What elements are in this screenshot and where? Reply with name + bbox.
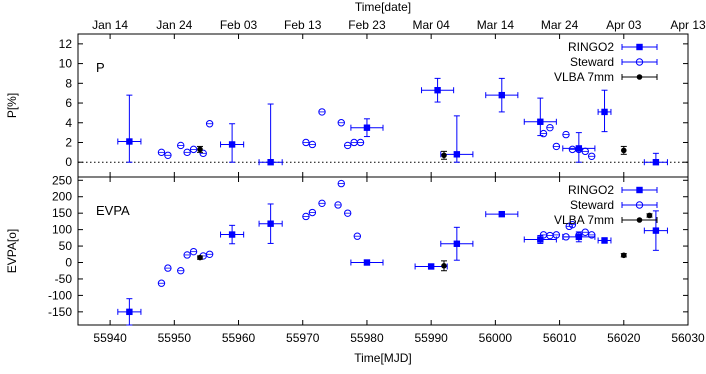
top-tick-label: Mar 14 xyxy=(477,18,515,32)
legend-label: RINGO2 xyxy=(568,40,614,54)
top-axis-label: Time[date] xyxy=(355,0,411,14)
x-tick-label: 56010 xyxy=(543,331,577,345)
y-tick-label: 10 xyxy=(59,57,73,71)
y-axis-label: EVPA[o] xyxy=(5,229,19,273)
series-steward xyxy=(157,108,596,160)
data-point xyxy=(498,210,505,218)
y-tick-label: 8 xyxy=(65,76,72,90)
data-point xyxy=(453,151,461,158)
x-tick-label: 55950 xyxy=(158,331,192,345)
data-point xyxy=(228,141,236,148)
data-point xyxy=(363,259,371,266)
top-tick-label: Feb 23 xyxy=(348,18,386,32)
data-point xyxy=(620,252,627,259)
y-axis-label: P[%] xyxy=(5,93,19,118)
plot-frame xyxy=(77,176,689,326)
data-point xyxy=(427,263,435,270)
y-tick-label: -50 xyxy=(55,272,73,286)
x-tick-label: 55940 xyxy=(93,331,127,345)
data-point xyxy=(197,146,203,153)
series-vlba-7mm xyxy=(197,145,627,160)
series-vlba-7mm xyxy=(197,212,653,272)
y-tick-label: 2 xyxy=(65,135,72,149)
data-point xyxy=(620,147,627,154)
legend-label: VLBA 7mm xyxy=(554,70,614,84)
data-point xyxy=(575,145,583,152)
x-tick-label: 55990 xyxy=(414,331,448,345)
x-tick-label: 56000 xyxy=(479,331,513,345)
top-tick-label: Apr 13 xyxy=(670,18,706,32)
top-tick-label: Apr 03 xyxy=(606,18,642,32)
data-point xyxy=(267,220,274,227)
series-ringo2 xyxy=(117,77,668,166)
data-point xyxy=(197,254,203,261)
y-tick-label: 250 xyxy=(52,173,72,187)
y-tick-label: 6 xyxy=(65,96,72,110)
data-point xyxy=(652,227,660,234)
top-tick-label: Jan 14 xyxy=(92,18,128,32)
y-tick-label: 150 xyxy=(52,206,72,220)
top-tick-label: Feb 13 xyxy=(284,18,322,32)
top-tick-label: Jan 24 xyxy=(156,18,192,32)
legend-label: VLBA 7mm xyxy=(554,213,614,227)
panel-evpa: -150 -100 -50 0 50 100 150 200 250 EVPA EVPA[o] RIN… xyxy=(5,173,689,326)
panel-label: EVPA xyxy=(96,203,130,218)
data-point xyxy=(453,240,461,247)
y-tick-label: 0 xyxy=(65,155,72,169)
data-point xyxy=(601,108,608,116)
y-tick-label: -100 xyxy=(48,288,72,302)
data-point xyxy=(363,124,371,131)
legend-label: Steward xyxy=(570,198,614,212)
data-point xyxy=(434,87,441,94)
legend-label: Steward xyxy=(570,55,614,69)
legend-marker xyxy=(636,186,643,194)
y-tick-label: 4 xyxy=(65,116,72,130)
data-point xyxy=(441,263,447,269)
data-point xyxy=(267,159,274,166)
data-point xyxy=(228,231,236,238)
data-point xyxy=(498,91,505,99)
data-point xyxy=(575,233,583,241)
x-axis-label: Time[MJD] xyxy=(354,351,412,365)
legend-marker xyxy=(636,217,643,223)
data-point xyxy=(537,118,544,125)
data-point xyxy=(126,138,133,145)
y-tick-label: 100 xyxy=(52,223,72,237)
series-ringo2 xyxy=(117,203,668,326)
x-tick-label: 55970 xyxy=(286,331,320,345)
y-tick-label: 0 xyxy=(65,256,72,270)
data-point xyxy=(126,308,133,316)
top-tick-label: Mar 24 xyxy=(541,18,579,32)
data-point xyxy=(537,236,544,243)
data-point xyxy=(441,152,447,159)
data-point xyxy=(601,237,608,244)
x-tick-label: 55980 xyxy=(350,331,384,345)
y-tick-label: 50 xyxy=(59,239,73,253)
legend-marker xyxy=(636,43,643,51)
y-tick-label: -150 xyxy=(48,305,72,319)
legend-marker xyxy=(636,74,643,80)
y-tick-label: 12 xyxy=(59,37,73,51)
top-tick-label: Feb 03 xyxy=(220,18,258,32)
legend-label: RINGO2 xyxy=(568,183,614,197)
data-point xyxy=(652,159,660,166)
x-tick-label: 55960 xyxy=(222,331,256,345)
x-tick-label: 56030 xyxy=(671,331,705,345)
y-tick-label: 200 xyxy=(52,190,72,204)
top-tick-label: Mar 04 xyxy=(412,18,450,32)
series-steward xyxy=(157,179,596,287)
data-point xyxy=(646,212,653,219)
x-tick-label: 56020 xyxy=(607,331,641,345)
panel-label: P xyxy=(96,60,105,75)
